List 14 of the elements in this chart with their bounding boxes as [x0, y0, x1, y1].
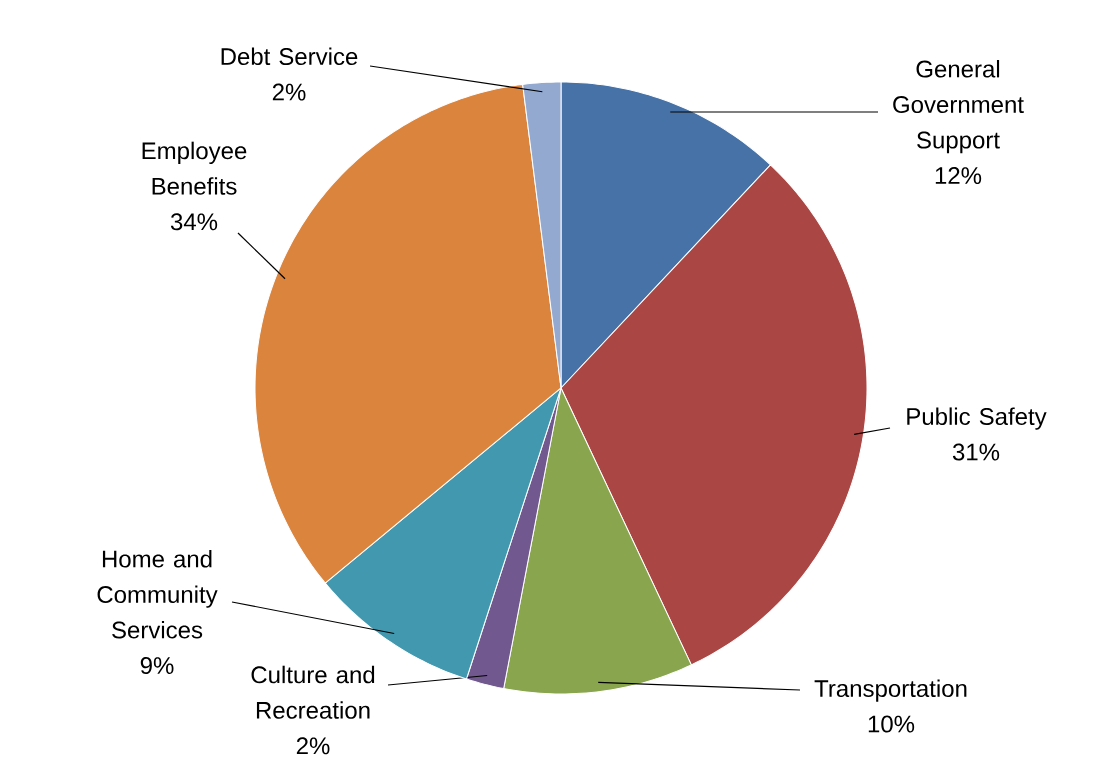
data-label: 12%: [935, 167, 982, 184]
data-label: 9%: [140, 657, 174, 675]
data-label: 34%: [170, 213, 218, 231]
slice-label: Public Safety: [907, 407, 1047, 430]
slice-label: Employee Benefits: [142, 141, 247, 195]
slice-label: Culture and Recreation: [251, 665, 375, 719]
slice-label: Debt Service: [221, 47, 358, 66]
slice-label: General Government Support: [893, 59, 1024, 154]
data-label: 10%: [868, 715, 915, 733]
slice-label: Transportation: [814, 679, 967, 702]
slice-label: Home and Community Services: [97, 549, 218, 639]
data-label: 2%: [272, 83, 306, 101]
data-label: 2%: [296, 737, 330, 755]
data-label: 31%: [952, 443, 1000, 461]
